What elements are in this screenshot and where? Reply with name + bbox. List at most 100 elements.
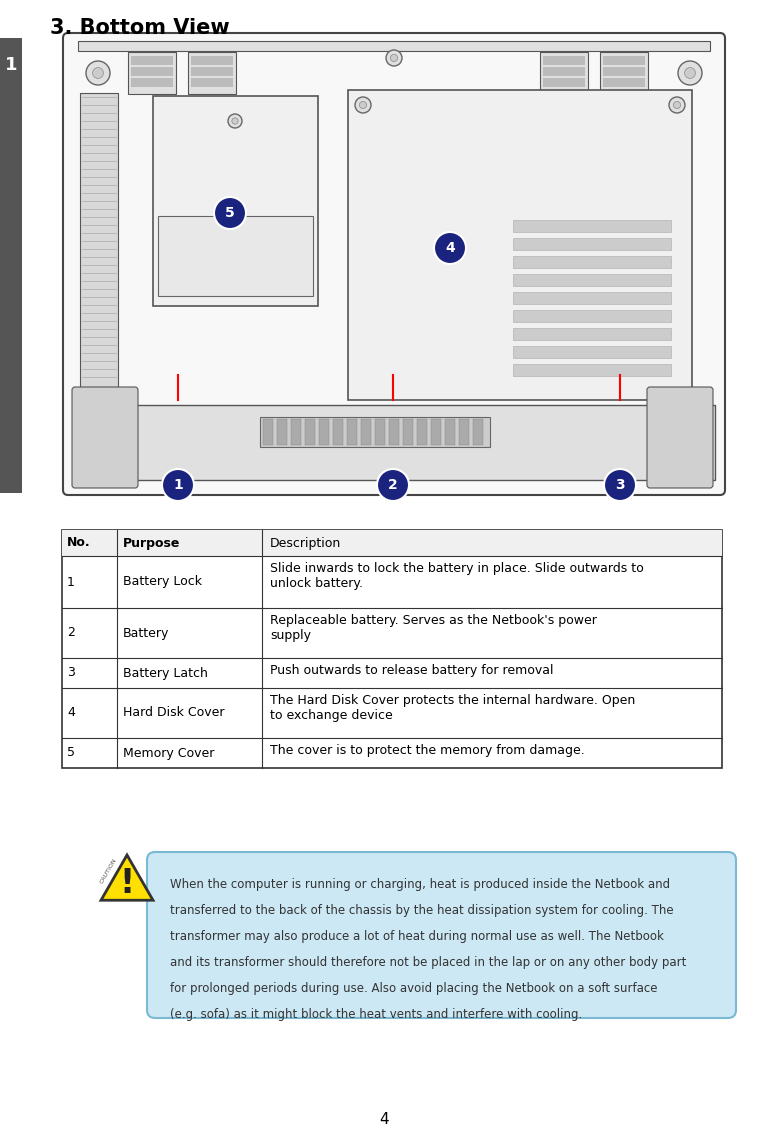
Text: When the computer is running or charging, heat is produced inside the Netbook an: When the computer is running or charging… [170,879,670,891]
Text: Battery Lock: Battery Lock [123,575,202,589]
Circle shape [377,469,409,501]
Bar [473,419,483,445]
FancyBboxPatch shape [647,387,713,488]
Text: 1: 1 [67,575,74,589]
Text: The Hard Disk Cover protects the internal hardware. Open
to exchange device: The Hard Disk Cover protects the interna… [270,694,635,722]
FancyBboxPatch shape [147,852,736,1018]
Circle shape [669,97,685,113]
Text: !: ! [120,866,134,899]
Bar [62,531,722,556]
Bar [191,78,233,87]
Text: transformer may also produce a lot of heat during normal use as well. The Netboo: transformer may also produce a lot of he… [170,930,664,942]
Circle shape [86,432,110,458]
Text: transferred to the back of the chassis by the heat dissipation system for coolin: transferred to the back of the chassis b… [170,904,674,917]
Bar [191,56,233,65]
Text: Push outwards to release battery for removal: Push outwards to release battery for rem… [270,664,554,677]
Text: 5: 5 [225,207,235,220]
Bar [0,38,22,493]
Text: 3: 3 [67,666,74,680]
Text: 1: 1 [173,478,183,492]
Bar [513,238,671,250]
Circle shape [674,102,680,108]
Circle shape [93,439,104,451]
Bar [513,256,671,268]
Text: CAUTION: CAUTION [100,857,118,884]
Bar [263,419,273,445]
Bar [80,94,118,388]
Text: 3: 3 [615,478,625,492]
Bar [513,292,671,304]
Text: 2: 2 [67,626,74,639]
Bar [603,67,645,76]
Bar [513,327,671,340]
Bar [600,52,648,94]
Circle shape [359,102,366,108]
Bar [73,405,715,480]
Bar [131,56,173,65]
Text: Battery Latch: Battery Latch [123,666,208,680]
Bar [62,531,722,768]
Bar [513,310,671,322]
Bar [361,419,371,445]
Circle shape [386,50,402,66]
Text: (e.g. sofa) as it might block the heat vents and interfere with cooling.: (e.g. sofa) as it might block the heat v… [170,1008,582,1021]
Circle shape [162,469,194,501]
FancyBboxPatch shape [63,33,725,495]
Text: 3. Bottom View: 3. Bottom View [50,18,230,38]
Circle shape [434,232,466,264]
Circle shape [604,469,636,501]
Circle shape [86,60,110,84]
Bar [603,78,645,87]
Circle shape [355,97,371,113]
Circle shape [390,55,398,62]
Text: 2: 2 [388,478,398,492]
Circle shape [678,60,702,84]
Text: 4: 4 [379,1112,389,1127]
Circle shape [684,439,695,451]
Bar [417,419,427,445]
Bar [389,419,399,445]
Bar [513,346,671,358]
Text: 5: 5 [67,746,75,760]
Bar [158,216,313,296]
Text: Replaceable battery. Serves as the Netbook's power
supply: Replaceable battery. Serves as the Netbo… [270,614,597,642]
Bar [131,78,173,87]
Text: Hard Disk Cover: Hard Disk Cover [123,706,224,720]
Bar [543,67,585,76]
Bar [403,419,413,445]
Text: The cover is to protect the memory from damage.: The cover is to protect the memory from … [270,744,584,756]
Text: 4: 4 [67,706,74,720]
Bar [513,274,671,286]
Circle shape [678,432,702,458]
Bar [513,220,671,232]
Text: No.: No. [67,536,91,550]
Bar [540,52,588,94]
Circle shape [232,118,238,124]
Text: Slide inwards to lock the battery in place. Slide outwards to
unlock battery.: Slide inwards to lock the battery in pla… [270,563,644,590]
Circle shape [684,67,695,79]
Bar [78,41,710,51]
Text: for prolonged periods during use. Also avoid placing the Netbook on a soft surfa: for prolonged periods during use. Also a… [170,982,657,995]
Bar [375,419,385,445]
Circle shape [214,197,246,229]
Bar [128,52,176,94]
Bar [131,67,173,76]
Bar [603,56,645,65]
Text: Purpose: Purpose [123,536,180,550]
Bar [513,364,671,377]
Bar [347,419,357,445]
Bar [348,90,692,400]
Bar [188,52,236,94]
Polygon shape [101,855,153,900]
Bar [333,419,343,445]
Text: 4: 4 [445,241,455,254]
Bar [277,419,287,445]
Text: Battery: Battery [123,626,170,639]
Circle shape [228,114,242,128]
Bar [543,56,585,65]
Bar [305,419,315,445]
Bar [459,419,469,445]
Bar [431,419,441,445]
Bar [445,419,455,445]
Text: 1: 1 [5,56,17,74]
